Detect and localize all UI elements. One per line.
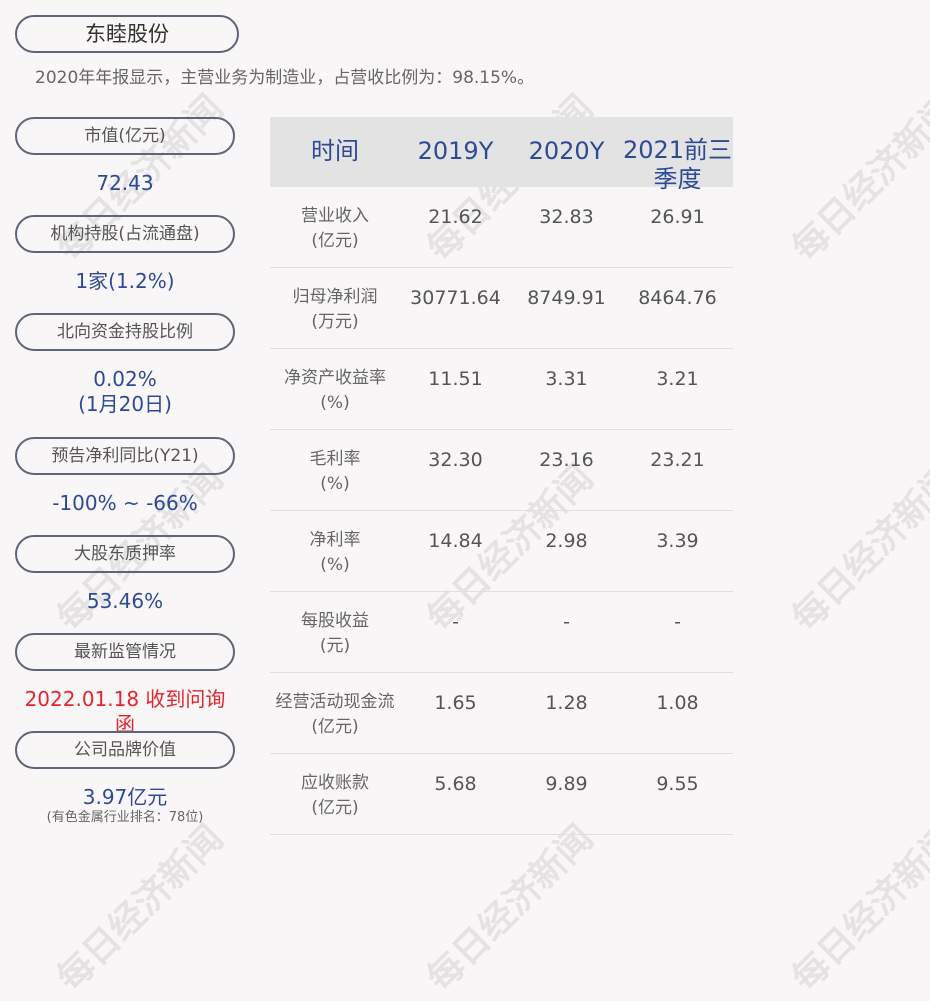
cell-value: - bbox=[674, 611, 681, 633]
cell-value: 3.21 bbox=[656, 368, 699, 390]
metric-value: 2022.01.18 收到问询函 bbox=[15, 687, 235, 737]
row-label-unit: (%) bbox=[320, 555, 350, 575]
cell-value: 1.65 bbox=[434, 692, 477, 714]
financial-table: 时间 2019Y 2020Y 2021前三季度 营业收入 (亿元) 21.62 32.… bbox=[270, 117, 733, 835]
table-header: 时间 2019Y 2020Y 2021前三季度 bbox=[270, 117, 733, 193]
table-row: 每股收益 (元) - - - bbox=[270, 592, 733, 673]
metric-label: 最新监管情况 bbox=[15, 633, 235, 671]
metric-label: 预告净利同比(Y21) bbox=[15, 437, 235, 475]
metric-note: (有色金属行业排名：78位) bbox=[46, 810, 204, 825]
metric-label: 公司品牌价值 bbox=[15, 731, 235, 769]
cell-value: 14.84 bbox=[428, 530, 483, 552]
cell-value: 3.39 bbox=[656, 530, 699, 552]
business-description: 2020年年报显示，主营业务为制造业，占营收比例为：98.15%。 bbox=[35, 68, 535, 88]
row-label-unit: (元) bbox=[319, 636, 351, 656]
cell-value: 26.91 bbox=[650, 206, 705, 228]
watermark: 每日经济新闻 bbox=[784, 457, 930, 640]
row-label: 营业收入 (亿元) bbox=[270, 187, 400, 267]
metric-value-text: 2022.01.18 收到问询函 bbox=[24, 687, 226, 736]
cell-value: 1.08 bbox=[656, 692, 699, 714]
header-2020: 2020Y bbox=[528, 137, 605, 165]
table-row: 营业收入 (亿元) 21.62 32.83 26.91 bbox=[270, 187, 733, 268]
table-row: 净利率 (%) 14.84 2.98 3.39 bbox=[270, 511, 733, 592]
cell-value: 1.28 bbox=[545, 692, 588, 714]
metric-label: 市值(亿元) bbox=[15, 117, 235, 155]
row-label: 归母净利润 (万元) bbox=[270, 268, 400, 348]
header-2021q3: 2021前三季度 bbox=[622, 136, 733, 193]
company-title: 东睦股份 bbox=[15, 15, 239, 53]
table-row: 经营活动现金流 (亿元) 1.65 1.28 1.08 bbox=[270, 673, 733, 754]
row-label-name: 应收账款 bbox=[301, 773, 369, 793]
cell-value: 9.55 bbox=[656, 773, 699, 795]
row-label-unit: (%) bbox=[320, 474, 350, 494]
row-label-name: 毛利率 bbox=[309, 449, 361, 469]
watermark: 每日经济新闻 bbox=[419, 817, 602, 1000]
row-label: 净资产收益率 (%) bbox=[270, 349, 400, 429]
row-label-unit: (%) bbox=[320, 393, 350, 413]
row-label-unit: (亿元) bbox=[311, 717, 359, 737]
table-row: 毛利率 (%) 32.30 23.16 23.21 bbox=[270, 430, 733, 511]
row-label-name: 净利率 bbox=[309, 530, 361, 550]
table-row: 应收账款 (亿元) 5.68 9.89 9.55 bbox=[270, 754, 733, 835]
cell-value: 9.89 bbox=[545, 773, 588, 795]
row-label-name: 净资产收益率 bbox=[284, 368, 386, 388]
metric-value-text: 1家(1.2%) bbox=[75, 269, 175, 293]
metric-value-text: 72.43 bbox=[96, 171, 154, 195]
row-label: 应收账款 (亿元) bbox=[270, 754, 400, 834]
row-label: 经营活动现金流 (亿元) bbox=[270, 673, 400, 753]
metric-label: 机构持股(占流通盘) bbox=[15, 215, 235, 253]
row-label-name: 营业收入 bbox=[301, 206, 369, 226]
metric-value: 1家(1.2%) bbox=[15, 269, 235, 294]
cell-value: 21.62 bbox=[428, 206, 483, 228]
metric-value-text: 0.02% bbox=[93, 367, 157, 391]
header-time: 时间 bbox=[311, 137, 359, 165]
metric-value-text: 53.46% bbox=[86, 589, 164, 613]
row-label: 每股收益 (元) bbox=[270, 592, 400, 672]
metric-value-text: -100% ~ -66% bbox=[52, 491, 198, 515]
cell-value: 3.31 bbox=[545, 368, 588, 390]
row-label: 净利率 (%) bbox=[270, 511, 400, 591]
metric-value-text: 3.97亿元 bbox=[82, 785, 168, 809]
metric-label: 大股东质押率 bbox=[15, 535, 235, 573]
cell-value: 2.98 bbox=[545, 530, 588, 552]
metric-value-date: (1月20日) bbox=[78, 392, 172, 416]
table-row: 归母净利润 (万元) 30771.64 8749.91 8464.76 bbox=[270, 268, 733, 349]
row-label-unit: (万元) bbox=[311, 312, 359, 332]
cell-value: - bbox=[452, 611, 459, 633]
header-2019: 2019Y bbox=[417, 137, 494, 165]
row-label-unit: (亿元) bbox=[311, 231, 359, 251]
metric-value: 0.02% (1月20日) bbox=[15, 367, 235, 417]
cell-value: 8749.91 bbox=[527, 287, 606, 309]
watermark: 每日经济新闻 bbox=[784, 817, 930, 1000]
cell-value: 5.68 bbox=[434, 773, 477, 795]
cell-value: 23.16 bbox=[539, 449, 594, 471]
cell-value: 30771.64 bbox=[410, 287, 501, 309]
metric-value: 3.97亿元 (有色金属行业排名：78位) bbox=[15, 785, 235, 826]
table-row: 净资产收益率 (%) 11.51 3.31 3.21 bbox=[270, 349, 733, 430]
row-label-name: 经营活动现金流 bbox=[275, 692, 395, 712]
row-label-name: 每股收益 bbox=[301, 611, 369, 631]
cell-value: 32.83 bbox=[539, 206, 594, 228]
metric-value: 53.46% bbox=[15, 589, 235, 614]
cell-value: 23.21 bbox=[650, 449, 705, 471]
watermark: 每日经济新闻 bbox=[49, 817, 232, 1000]
watermark: 每日经济新闻 bbox=[784, 87, 930, 270]
cell-value: 11.51 bbox=[428, 368, 483, 390]
row-label-unit: (亿元) bbox=[311, 798, 359, 818]
cell-value: - bbox=[563, 611, 570, 633]
metric-value: 72.43 bbox=[15, 171, 235, 196]
metric-label: 北向资金持股比例 bbox=[15, 313, 235, 351]
row-label-name: 归母净利润 bbox=[292, 287, 378, 307]
metric-value: -100% ~ -66% bbox=[15, 491, 235, 516]
row-label: 毛利率 (%) bbox=[270, 430, 400, 510]
cell-value: 8464.76 bbox=[638, 287, 717, 309]
cell-value: 32.30 bbox=[428, 449, 483, 471]
